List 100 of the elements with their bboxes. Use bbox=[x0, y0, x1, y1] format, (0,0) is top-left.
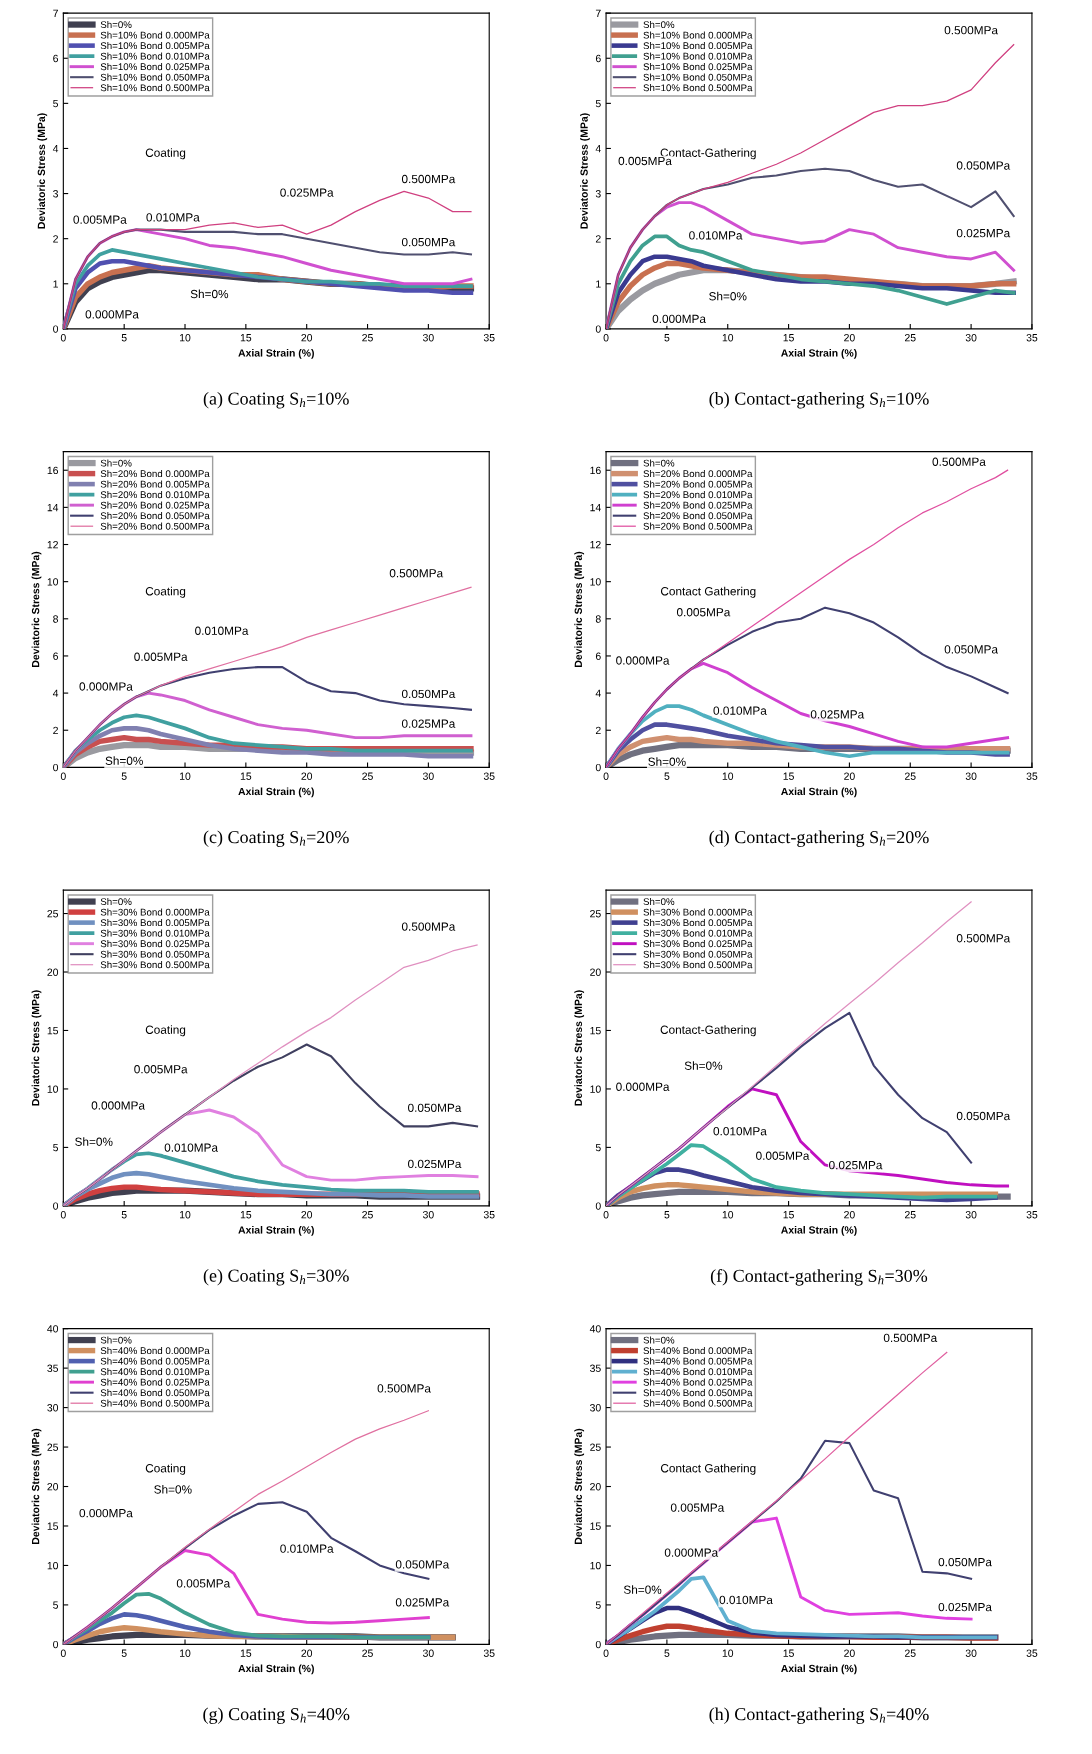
x-tick-label: 10 bbox=[722, 1211, 734, 1219]
y-tick-label: 0 bbox=[595, 1640, 601, 1649]
y-tick-label: 8 bbox=[595, 615, 601, 623]
legend-label: Sh=10% Bond 0.000MPa bbox=[643, 31, 753, 39]
legend-label: Sh=10% Bond 0.500MPa bbox=[100, 84, 210, 92]
annotation: 0.050MPa bbox=[401, 237, 456, 247]
x-tick-label: 30 bbox=[422, 1649, 434, 1657]
legend-label: Sh=40% Bond 0.000MPa bbox=[643, 1346, 753, 1355]
y-tick-label: 7 bbox=[53, 9, 58, 17]
y-axis-title: Deviatoric Stress (MPa) bbox=[580, 113, 590, 229]
y-tick-label: 14 bbox=[590, 503, 601, 512]
y-tick-label: 5 bbox=[53, 1144, 59, 1152]
y-tick-label: 4 bbox=[52, 145, 59, 153]
annotation: 0.000MPa bbox=[79, 1508, 133, 1518]
legend-label: Sh=0% bbox=[100, 897, 132, 906]
annotation: 0.010MPa bbox=[280, 1544, 334, 1553]
y-axis-title: Deviatoric Stress (MPa) bbox=[37, 113, 48, 229]
legend-label: Sh=20% Bond 0.000MPa bbox=[100, 469, 210, 478]
y-tick-label: 0 bbox=[595, 1202, 601, 1210]
x-tick-label: 15 bbox=[240, 334, 252, 342]
x-tick-label: 15 bbox=[240, 772, 252, 780]
x-tick-label: 10 bbox=[180, 1211, 191, 1219]
x-tick-label: 10 bbox=[722, 772, 734, 780]
legend-label: Sh=20% Bond 0.010MPa bbox=[100, 491, 210, 499]
annotation: Sh=0% bbox=[190, 289, 229, 299]
legend-label: Sh=0% bbox=[643, 1336, 675, 1344]
y-tick-label: 10 bbox=[590, 1561, 601, 1570]
y-axis-title: Deviatoric Stress (MPa) bbox=[31, 1428, 42, 1544]
annotation: Sh=0% bbox=[105, 756, 143, 765]
x-tick-label: 25 bbox=[362, 1211, 373, 1219]
x-tick-label: 25 bbox=[904, 1211, 916, 1219]
x-tick-label: 35 bbox=[483, 334, 495, 342]
x-tick-label: 15 bbox=[783, 1649, 794, 1657]
annotation: Coating bbox=[145, 1463, 186, 1475]
y-tick-label: 4 bbox=[52, 689, 59, 697]
text: (a) Coating S$_{h}$=10% bbox=[203, 392, 349, 409]
y-tick-label: 16 bbox=[47, 466, 59, 475]
annotation: Sh=0% bbox=[709, 291, 747, 301]
legend-label: Sh=30% Bond 0.500MPa bbox=[100, 961, 210, 969]
annotation: 0.005MPa bbox=[134, 652, 188, 661]
legend-label: Sh=30% Bond 0.050MPa bbox=[643, 950, 753, 958]
y-axis-title: Deviatoric Stress (MPa) bbox=[574, 551, 585, 667]
x-tick-label: 0 bbox=[603, 1211, 609, 1219]
x-tick-label: 0 bbox=[60, 1649, 66, 1657]
y-tick-label: 30 bbox=[590, 1404, 601, 1412]
annotation: 0.025MPa bbox=[395, 1598, 450, 1607]
y-tick-label: 6 bbox=[53, 652, 59, 660]
x-tick-label: 10 bbox=[722, 334, 734, 342]
legend-label: Sh=30% Bond 0.000MPa bbox=[643, 908, 753, 916]
y-tick-label: 20 bbox=[590, 968, 601, 976]
legend-label: Sh=10% Bond 0.025MPa bbox=[643, 63, 753, 71]
x-tick-label: 20 bbox=[844, 1211, 855, 1219]
legend-label: Sh=30% Bond 0.010MPa bbox=[100, 929, 210, 937]
legend-label: Sh=40% Bond 0.005MPa bbox=[100, 1357, 210, 1365]
annotation: 0.005MPa bbox=[756, 1151, 810, 1160]
x-tick-label: 20 bbox=[301, 334, 313, 342]
x-tick-label: 15 bbox=[783, 772, 794, 780]
y-tick-label: 10 bbox=[590, 1085, 601, 1093]
x-tick-label: 0 bbox=[60, 772, 66, 780]
legend-label: Sh=20% Bond 0.010MPa bbox=[643, 491, 753, 499]
legend-label: Sh=40% Bond 0.050MPa bbox=[643, 1389, 753, 1397]
legend-label: Sh=40% Bond 0.500MPa bbox=[100, 1399, 210, 1407]
text: (g) Coating S$_{h}$=40% bbox=[203, 1707, 350, 1724]
legend-label: Sh=40% Bond 0.025MPa bbox=[643, 1378, 753, 1386]
legend-label: Sh=30% Bond 0.025MPa bbox=[643, 940, 753, 948]
annotation: 0.010MPa bbox=[719, 1595, 773, 1605]
text: (h) Contact-gathering S$_{h}$=40% bbox=[709, 1707, 929, 1724]
x-tick-label: 15 bbox=[783, 1211, 794, 1219]
annotation: 0.010MPa bbox=[195, 626, 249, 635]
x-tick-label: 35 bbox=[1026, 1211, 1038, 1219]
x-tick-label: 0 bbox=[60, 1211, 66, 1219]
x-tick-label: 15 bbox=[783, 334, 794, 342]
y-tick-label: 5 bbox=[53, 1601, 59, 1609]
x-axis-title: Axial Strain (%) bbox=[781, 1664, 857, 1675]
y-tick-label: 25 bbox=[47, 910, 59, 918]
x-tick-label: 10 bbox=[180, 772, 191, 780]
annotation: 0.005MPa bbox=[676, 608, 731, 617]
x-axis-title: Axial Strain (%) bbox=[238, 1664, 314, 1675]
y-tick-label: 2 bbox=[595, 235, 601, 243]
x-tick-label: 35 bbox=[1026, 1649, 1038, 1657]
legend-label: Sh=20% Bond 0.005MPa bbox=[643, 480, 753, 488]
legend-label: Sh=0% bbox=[100, 1336, 132, 1344]
annotation: Coating bbox=[145, 1025, 186, 1037]
legend-label: Sh=10% Bond 0.000MPa bbox=[100, 31, 210, 39]
y-tick-label: 2 bbox=[53, 726, 58, 735]
y-tick-label: 0 bbox=[595, 763, 601, 772]
annotation: 0.500MPa bbox=[377, 1384, 431, 1393]
annotation: Contact-Gathering bbox=[660, 1025, 756, 1037]
x-tick-label: 15 bbox=[240, 1211, 252, 1219]
legend-label: Sh=40% Bond 0.025MPa bbox=[100, 1378, 210, 1386]
text: (c) Coating S$_{h}$=20% bbox=[203, 830, 349, 847]
y-tick-label: 20 bbox=[590, 1483, 601, 1491]
x-tick-label: 35 bbox=[1026, 334, 1038, 342]
y-tick-label: 5 bbox=[595, 1601, 601, 1609]
legend-label: Sh=40% Bond 0.010MPa bbox=[100, 1368, 210, 1376]
y-tick-label: 15 bbox=[47, 1027, 59, 1035]
annotation: Sh=0% bbox=[648, 757, 686, 766]
legend-label: Sh=10% Bond 0.005MPa bbox=[100, 41, 210, 50]
x-axis-title: Axial Strain (%) bbox=[781, 787, 857, 798]
y-tick-label: 16 bbox=[590, 466, 601, 475]
